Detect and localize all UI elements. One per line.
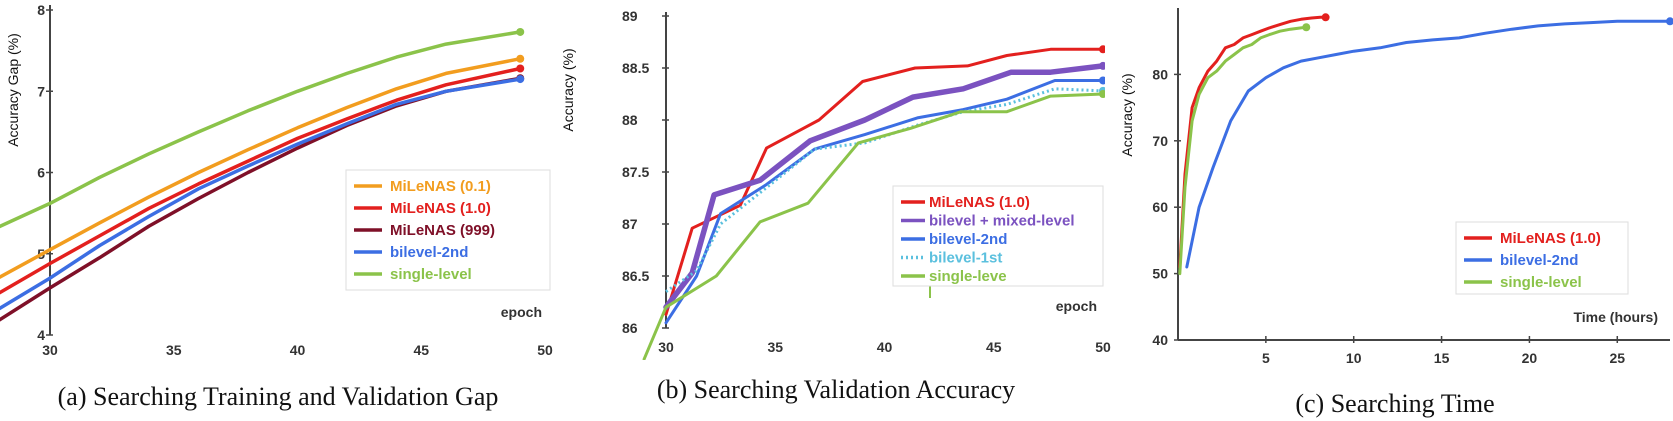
legend-label: MiLeNAS (1.0) <box>390 200 491 217</box>
series-line-milenas-1-0 <box>0 66 523 295</box>
legend-label: bilevel-1st <box>929 250 1002 267</box>
legend-label: single-level <box>390 266 472 283</box>
x-tick-label: 45 <box>986 339 1002 355</box>
x-tick-label: 30 <box>42 342 58 358</box>
y-tick-label: 86 <box>622 320 638 336</box>
series-line-bilevel-2nd <box>0 77 523 311</box>
x-axis-title: Time (hours) <box>1573 309 1658 325</box>
y-tick-label: 87 <box>622 216 638 232</box>
series-end-point <box>1099 90 1105 98</box>
y-tick-label: 70 <box>1152 133 1168 149</box>
y-axis-title: Accuracy Gap (%) <box>5 33 21 147</box>
series-group <box>1178 13 1673 276</box>
y-tick-label: 40 <box>1152 332 1168 348</box>
x-tick-label: 45 <box>413 342 429 358</box>
x-tick-label: 30 <box>658 339 674 355</box>
series-end-point <box>516 75 525 84</box>
x-tick-label: 50 <box>537 342 553 358</box>
legend-box <box>892 185 1104 287</box>
y-tick-label: 7 <box>37 83 45 99</box>
series-line-bilevel-2nd <box>1185 19 1672 269</box>
x-tick-label: 20 <box>1522 350 1538 366</box>
legend-label: MiLeNAS (0.1) <box>390 178 491 195</box>
x-tick-label: 25 <box>1609 350 1625 366</box>
x-tick-label: 35 <box>166 342 182 358</box>
series-line-single-level <box>0 30 523 229</box>
series-end-point <box>1099 76 1105 85</box>
chart-caption: (a) Searching Training and Validation Ga… <box>58 382 499 411</box>
series-line-single-level <box>1178 25 1308 276</box>
series-group <box>642 45 1105 360</box>
x-tick-label: 35 <box>767 339 783 355</box>
chart-caption: (c) Searching Time <box>1295 389 1494 418</box>
chart-panel-3: 40 50 60 70 80 5 10 15 20 25 Accuracy (%) Time (hou… <box>1119 8 1673 418</box>
legend: MiLeNAS (1.0)bilevel + mixed-levelbileve… <box>892 185 1104 287</box>
series-line-bilevel-1st <box>665 87 1104 293</box>
series-line-bilevel-2nd <box>664 79 1105 325</box>
y-tick-label: 86.5 <box>622 268 649 284</box>
legend-label: bilevel-2nd <box>929 231 1007 248</box>
legend-label: bilevel + mixed-level <box>929 213 1075 230</box>
series-end-point <box>516 64 525 73</box>
legend-label: MiLeNAS (1.0) <box>929 194 1030 211</box>
series-end-point <box>1321 13 1330 22</box>
x-axis-title: epoch <box>501 304 542 320</box>
series-end-point <box>1099 45 1105 54</box>
series-line-single-leve <box>642 92 1105 360</box>
series-end-point <box>1302 23 1311 32</box>
series-line-milenas-0-1 <box>0 56 523 280</box>
series-end-point <box>516 27 525 36</box>
x-tick-label: 40 <box>290 342 306 358</box>
y-tick-label: 87.5 <box>622 164 649 180</box>
x-tick-label: 10 <box>1346 350 1362 366</box>
series-line-milenas-1-0 <box>1178 15 1328 269</box>
legend: MiLeNAS (1.0) bilevel-2nd single-level <box>1455 221 1629 295</box>
series-end-point <box>1099 61 1105 70</box>
x-axis-title: epoch <box>1056 298 1097 314</box>
y-tick-label: 8 <box>37 2 45 18</box>
y-tick-label: 50 <box>1152 266 1168 282</box>
legend: MiLeNAS (0.1) MiLeNAS (1.0) MiLeNAS (999) b… <box>345 169 551 291</box>
legend-label: MiLeNAS (1.0) <box>1500 230 1601 247</box>
legend-label: bilevel-2nd <box>1500 252 1578 269</box>
chart-caption: (b) Searching Validation Accuracy <box>657 375 1015 404</box>
y-axis-title: Accuracy (%) <box>560 48 576 131</box>
series-end-point <box>516 54 525 63</box>
series-line-bilevel-mixed-level <box>663 63 1105 310</box>
y-tick-label: 6 <box>37 165 45 181</box>
legend-label: MiLeNAS (999) <box>390 222 495 239</box>
y-tick-label: 4 <box>37 327 45 343</box>
y-tick-label: 88 <box>622 112 638 128</box>
y-tick-label: 60 <box>1152 199 1168 215</box>
x-tick-label: 15 <box>1434 350 1450 366</box>
series-group <box>0 27 525 322</box>
y-tick-label: 88.5 <box>622 60 649 76</box>
legend-label: bilevel-2nd <box>390 244 468 261</box>
x-tick-label: 5 <box>1262 350 1270 366</box>
chart-panel-2: 86 86.5 87 87.5 88 88.5 89 30 35 40 45 50 Accuracy (… <box>560 8 1111 404</box>
x-tick-label: 50 <box>1095 339 1111 355</box>
x-tick-label: 40 <box>877 339 893 355</box>
legend-label: single-level <box>1500 274 1582 291</box>
series-end-point <box>1666 17 1673 26</box>
y-tick-label: 89 <box>622 8 638 24</box>
legend-label: single-leve <box>929 268 1007 285</box>
y-tick-label: 80 <box>1152 66 1168 82</box>
y-axis-title: Accuracy (%) <box>1119 73 1135 156</box>
